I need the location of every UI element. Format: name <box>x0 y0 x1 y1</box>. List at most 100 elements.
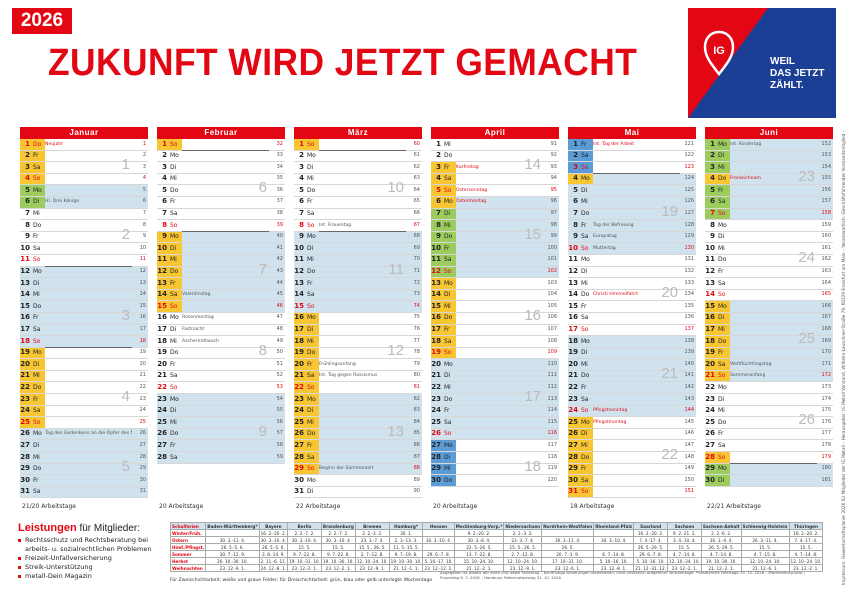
day-of-year: 171 <box>821 360 831 367</box>
day-row: 23 Di 174 <box>705 394 833 406</box>
day-row: 11 So 11 <box>20 254 148 267</box>
day-row: 14 Sa 73 <box>294 289 422 302</box>
day-row: 26 So 116 <box>431 428 559 441</box>
day-of-year: 93 <box>550 163 557 170</box>
holiday-label: Int. Kindertag <box>730 141 762 147</box>
day-of-year: 62 <box>413 163 420 170</box>
day-of-year: 141 <box>684 372 694 379</box>
weekday: Mo <box>170 233 179 241</box>
holiday-table-cell: 15. 5., 26. 5. <box>354 543 390 551</box>
day-of-year: 18 <box>139 337 146 344</box>
day-row: 24 So Pfingstsonntag 144 <box>568 405 696 418</box>
weekday: Sa <box>33 488 41 496</box>
shift-color-marker <box>431 463 456 475</box>
day-row: 15 Fr 135 <box>568 301 696 313</box>
shift-color-marker <box>431 278 456 289</box>
day-row: 14 Di 104 <box>431 289 559 302</box>
day-number: 21 <box>20 371 30 380</box>
shift-color-marker <box>294 382 319 394</box>
day-row: 13 Mo 103 <box>431 278 559 290</box>
holiday-table-cell: 15. 5. <box>320 543 356 551</box>
shift-color-marker <box>157 266 182 278</box>
holiday-table-cell: 21. 12.-1. 1. <box>388 564 424 572</box>
calendar-week-number: 5 <box>121 457 130 475</box>
day-of-year: 54 <box>276 395 283 402</box>
month-title: Januar <box>20 127 148 139</box>
day-of-year: 19 <box>139 349 146 356</box>
day-number: 5 <box>162 185 167 194</box>
weekday: Mi <box>307 337 314 345</box>
holiday-label: Aschermittwoch <box>182 338 219 344</box>
weekday: Di <box>444 210 451 218</box>
day-number: 9 <box>25 232 30 241</box>
day-row: 23 Mo 82 <box>294 394 422 406</box>
weekday: Mo <box>307 476 316 484</box>
shift-color-marker <box>431 243 456 254</box>
day-of-year: 121 <box>684 140 694 147</box>
weekday: Fr <box>444 244 450 252</box>
day-number: 20 <box>431 359 441 368</box>
month-title: Mai <box>568 127 696 139</box>
day-row: 23 Fr 23 <box>20 394 148 406</box>
holiday-table-cell: 7. 4.-17. 4. <box>633 536 669 544</box>
weekday: Fr <box>581 465 587 473</box>
day-number: 16 <box>294 313 304 322</box>
day-of-year: 148 <box>684 453 694 460</box>
month-days: 1 Mo Int. Kindertag 152 2 Di 153 3 Mi 154 4 Do Fronl… <box>705 139 833 487</box>
shift-color-marker <box>20 394 45 405</box>
shift-color-marker <box>705 208 730 220</box>
member-benefits: Leistungen für Mitglieder: Rechtsschutz … <box>18 522 168 581</box>
holiday-table-cell <box>422 529 455 537</box>
weekday: Mi <box>444 302 451 310</box>
holiday-label: Int. Frauentag <box>319 222 352 228</box>
day-number: 29 <box>20 464 30 473</box>
weekday: Sa <box>170 453 178 461</box>
day-number: 17 <box>431 325 441 333</box>
weekday: Fr <box>718 268 724 276</box>
weekday: Do <box>307 349 316 357</box>
day-of-year: 22 <box>139 383 146 390</box>
day-number: 12 <box>705 267 715 276</box>
day-number: 4 <box>25 174 30 183</box>
day-row: 30 Fr 30 <box>20 475 148 487</box>
day-of-year: 168 <box>821 326 831 332</box>
day-of-year: 74 <box>413 302 420 309</box>
day-row: 24 Fr 114 <box>431 405 559 418</box>
headline: ZUKUNFT WIRD JETZT GEMACHT <box>48 42 638 84</box>
weekday: Mi <box>581 360 588 368</box>
day-of-year: 33 <box>276 152 283 159</box>
day-of-year: 70 <box>413 256 420 263</box>
month-days: 1 Fr Int. Tag der Arbeit 121 2 Sa 122 3 So 123 4 Mo… <box>568 139 696 499</box>
day-row: 25 So 25 <box>20 417 148 429</box>
shift-color-marker <box>294 405 319 417</box>
weekday: Do <box>170 268 179 276</box>
day-number: 11 <box>157 255 167 264</box>
weekday: Di <box>444 453 451 461</box>
weekday: So <box>581 407 589 415</box>
shift-color-marker <box>705 463 730 475</box>
month-3: April 1 Mi 91 2 Do 92 3 Fr Karfreitag 93 4 Sa 94 5 So Os… <box>431 127 559 510</box>
calendar-week-number: 8 <box>258 341 267 359</box>
day-row: 6 Mo Ostermontag 96 <box>431 196 559 209</box>
holiday-table-cell: 2. 2.-3. 2. <box>503 529 543 537</box>
calendar-week-number: 4 <box>121 388 130 406</box>
day-of-year: 71 <box>413 268 420 275</box>
day-row: 14 Mi 14 <box>20 289 148 302</box>
day-of-year: 169 <box>821 337 831 344</box>
day-number: 9 <box>436 232 441 241</box>
holiday-table-cell: 23. 12.-2. 1. <box>287 564 322 572</box>
day-of-year: 104 <box>547 291 557 298</box>
weekday: Mi <box>718 163 725 171</box>
weekday: Di <box>307 163 314 171</box>
day-row: 13 Sa 164 <box>705 278 833 290</box>
day-of-year: 137 <box>684 326 694 332</box>
benefit-item: Freizeit-Unfallversicherung <box>18 554 168 563</box>
weekday: So <box>170 383 178 391</box>
weekday: Do <box>307 268 316 276</box>
holiday-table-cell: 23. 12.-2. 1. <box>320 564 356 572</box>
holiday-label: Tag des Gedenkens an die Opfer des Natio… <box>45 431 132 437</box>
weekday: Mo <box>444 360 453 368</box>
weekday: Mo <box>33 349 42 357</box>
holiday-label: Karfreitag <box>456 164 479 170</box>
